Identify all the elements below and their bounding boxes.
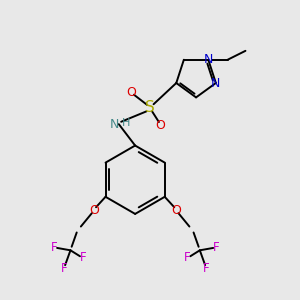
Text: O: O	[89, 204, 99, 217]
Text: F: F	[61, 262, 68, 275]
Text: S: S	[145, 100, 155, 115]
Text: N: N	[211, 76, 220, 89]
Text: F: F	[213, 241, 220, 254]
Text: O: O	[155, 118, 165, 131]
Text: H: H	[122, 118, 130, 128]
Text: F: F	[184, 251, 190, 264]
Text: F: F	[202, 262, 209, 275]
Text: F: F	[80, 251, 86, 264]
Text: O: O	[171, 204, 181, 217]
Text: F: F	[51, 241, 57, 254]
Text: N: N	[204, 53, 213, 66]
Text: O: O	[127, 86, 136, 99]
Text: N: N	[110, 118, 119, 130]
